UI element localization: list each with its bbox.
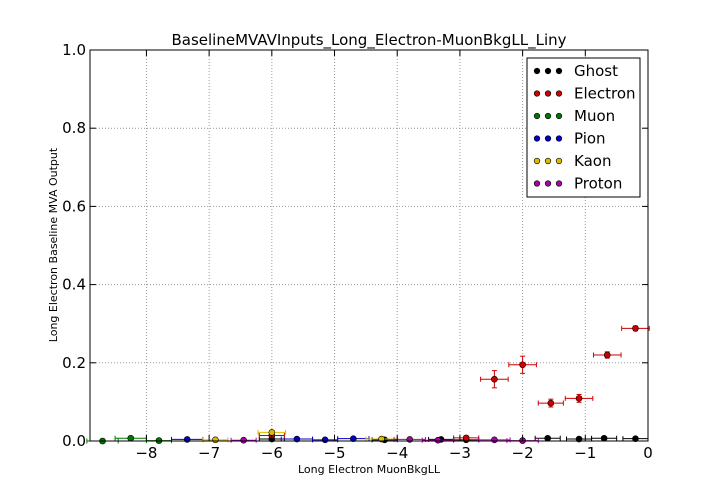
y-tick-label: 0.4	[62, 276, 86, 294]
data-point	[519, 361, 526, 369]
legend-marker	[544, 67, 552, 75]
data-point	[183, 436, 191, 443]
data-point	[575, 395, 583, 402]
legend-marker	[544, 157, 552, 165]
x-axis-label: Long Electron MuonBkgLL	[298, 463, 441, 476]
y-tick-label: 0.6	[62, 197, 86, 215]
data-point	[547, 399, 555, 407]
y-tick-label: 1.0	[62, 41, 86, 59]
x-tick-label: 0	[643, 444, 653, 462]
x-tick-label: −3	[449, 444, 471, 462]
legend-marker	[533, 112, 541, 120]
data-point	[321, 436, 329, 444]
y-tick-label: 0.2	[62, 354, 86, 372]
x-tick-label: −6	[261, 444, 283, 462]
chart-title: BaselineMVAVInputs_Long_Electron-MuonBkg…	[171, 31, 566, 50]
series-electron	[258, 325, 650, 442]
data-point	[127, 434, 135, 442]
data-point	[406, 436, 414, 443]
axis-ticks: −8 −7 −6 −5 −4 −3 −2 −1 0 0.0 0.2 0.4 0.6 0.8 1.0	[62, 41, 653, 462]
legend-marker	[533, 67, 541, 75]
data-point	[434, 436, 442, 444]
legend-label-proton: Proton	[574, 175, 622, 193]
legend: Ghost Electron Muon Pion Kaon Proton	[526, 57, 641, 198]
legend-label-electron: Electron	[574, 85, 636, 103]
y-tick-label: 0.0	[62, 432, 86, 450]
legend-marker	[555, 135, 563, 142]
y-axis-label: Long Electron Baseline MVA Output	[47, 147, 60, 342]
data-point	[603, 351, 611, 359]
data-point	[600, 434, 608, 442]
legend-label-ghost: Ghost	[574, 62, 618, 80]
legend-marker	[555, 180, 563, 187]
legend-marker	[533, 180, 541, 187]
legend-marker	[533, 135, 541, 142]
x-tick-label: −8	[135, 444, 157, 462]
legend-marker	[555, 157, 563, 165]
data-point	[491, 375, 498, 383]
legend-marker	[544, 180, 552, 187]
data-point	[632, 325, 639, 332]
legend-label-pion: Pion	[574, 130, 606, 148]
legend-marker	[544, 135, 552, 142]
x-tick-label: −4	[386, 444, 408, 462]
y-tick-label: 0.8	[62, 119, 86, 137]
legend-marker	[533, 157, 541, 165]
plot-frame	[89, 49, 649, 442]
x-tick-label: −2	[512, 444, 534, 462]
series-kaon	[202, 429, 398, 444]
legend-marker	[555, 112, 563, 120]
legend-marker	[555, 67, 563, 75]
legend-marker	[544, 90, 552, 97]
data-point	[462, 434, 470, 442]
legend-label-muon: Muon	[574, 107, 615, 125]
x-tick-label: −7	[198, 444, 220, 462]
x-tick-label: −1	[574, 444, 596, 462]
legend-marker	[533, 90, 541, 97]
data-point	[544, 434, 551, 442]
data-point	[212, 436, 219, 444]
data-point	[491, 436, 498, 444]
x-tick-label: −5	[323, 444, 345, 462]
legend-marker	[555, 90, 563, 97]
series-proton	[230, 436, 539, 444]
legend-marker	[544, 112, 552, 120]
data-point	[268, 429, 276, 436]
legend-label-kaon: Kaon	[574, 152, 611, 170]
legend-box	[526, 57, 641, 198]
data-point	[632, 435, 639, 442]
data-point	[240, 436, 247, 444]
data-point	[350, 435, 357, 442]
